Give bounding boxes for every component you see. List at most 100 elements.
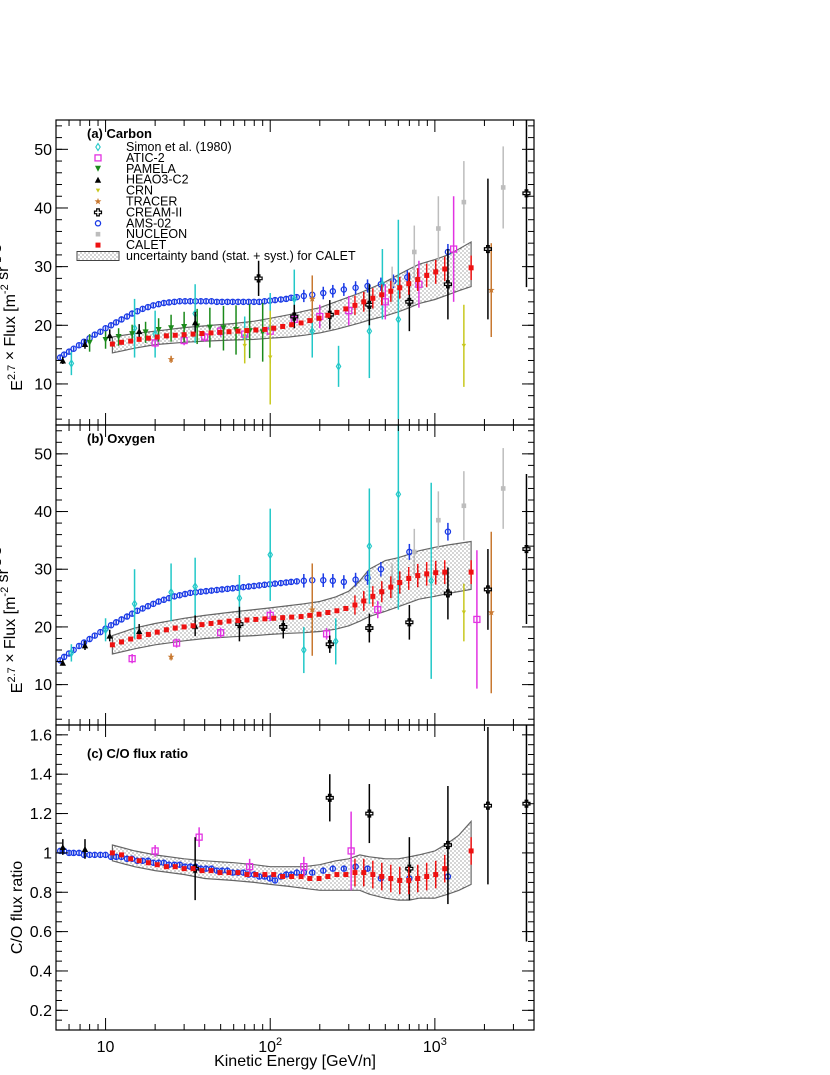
y-tick-label: 10 [34,376,52,393]
calet-point [361,870,367,876]
legend-label: NUCLEON [126,227,187,241]
calet-point [415,277,421,283]
creamii-point [405,618,414,627]
y-axis-title-part: E [9,683,26,694]
legend-marker-pamela [95,165,101,172]
calet-point [145,860,151,866]
ams02-point [406,548,413,556]
creamii-point [365,623,374,633]
plot-area-ratio [56,725,531,942]
calet-point [325,312,331,318]
calet-point [468,848,474,854]
ams02-point [340,865,348,872]
panel-title: (b) Oxygen [87,431,155,446]
nucleon-point [461,199,467,205]
legend-marker-atic2 [94,154,102,162]
y-axis-title-part: × Flux [m [2,597,19,668]
ams02-point [70,345,77,352]
calet-point [424,874,430,880]
calet-point [109,850,115,856]
y-axis-title-part: s [0,547,5,559]
ams02-point [107,621,115,629]
simon-point [236,593,243,603]
calet-point [406,575,412,581]
calet-point [352,870,358,876]
calet-point [145,631,151,637]
calet-point [325,874,331,880]
y-axis-title: E2.7 × Flux [m-2 sr-1 s-1 (GeV/n)1.7] [0,154,26,390]
panel-title: (a) Carbon [87,126,152,141]
simon-point [68,358,75,368]
pamela-point [220,325,227,332]
calet-point [172,864,178,870]
atic2-point [266,611,274,620]
ams02-point [112,619,120,626]
calet-point [352,302,358,308]
calet-point [217,870,223,876]
calet-point [298,874,304,880]
ams02-point [377,565,385,573]
legend-marker-tracer [94,197,102,205]
ams02-point [364,282,371,290]
creamii-point [405,864,414,873]
legend-marker-calet [95,242,101,248]
calet-point [154,629,160,635]
calet-point [199,622,205,628]
ams02-point [293,578,301,585]
creamii-point [522,189,531,198]
pamela-point [129,331,136,338]
simon-point [309,326,316,336]
crn-point [268,355,273,360]
calet-point [307,318,313,324]
calet-point [262,616,268,622]
heao3-point [59,357,67,364]
legend-label: TRACER [126,195,177,209]
calet-point [442,569,448,575]
ams02-point [118,616,125,623]
ams02-point [329,577,337,585]
ams02-point [444,528,452,535]
atic2-point [473,615,481,624]
x-tick-label: 103 [423,1036,447,1056]
calet-point [226,870,232,876]
calet-point [271,325,277,331]
calet-point [226,618,232,624]
calet-point [271,615,277,621]
calet-point [163,864,169,870]
calet-point [172,625,178,631]
y-axis-title-part: sr [0,568,12,586]
panel-carbon: 10 20 30 40 50 (a) Carbon E2.7 × Flux [m-2 sr-… [0,119,535,426]
ams02-point [107,322,115,329]
calet-point [379,292,385,298]
ams02-point [364,865,371,872]
atic2-point [347,847,355,855]
nucleon-point [500,486,506,491]
creamii-point [522,544,531,554]
calet-point [253,327,259,333]
y-axis-title-part: E [9,380,26,391]
y-tick-label: 50 [34,142,52,159]
simon-point [366,541,373,551]
calet-point [181,624,187,630]
y-tick-label: 50 [34,446,52,463]
crn-point [242,343,247,348]
ams02-point [340,578,348,586]
heao3-point [106,332,113,339]
ams02-point [320,289,327,297]
pamela-point [142,329,149,336]
nucleon-point [436,517,441,523]
simon-point [102,625,109,635]
x-tick-label: 10 [97,1039,115,1056]
tracer-point [308,606,316,613]
calet-point [244,328,250,334]
y-tick-label: 0.4 [30,963,52,980]
calet-point [406,281,412,287]
pamela-point [206,324,213,331]
pamela-point [155,326,162,333]
calet-point [145,335,151,341]
legend-label: AMS-02 [126,216,171,230]
calet-point [325,610,331,615]
y-axis-title-part: × Flux [m [2,294,19,365]
creamii-point [522,799,531,808]
calet-point [226,329,232,335]
